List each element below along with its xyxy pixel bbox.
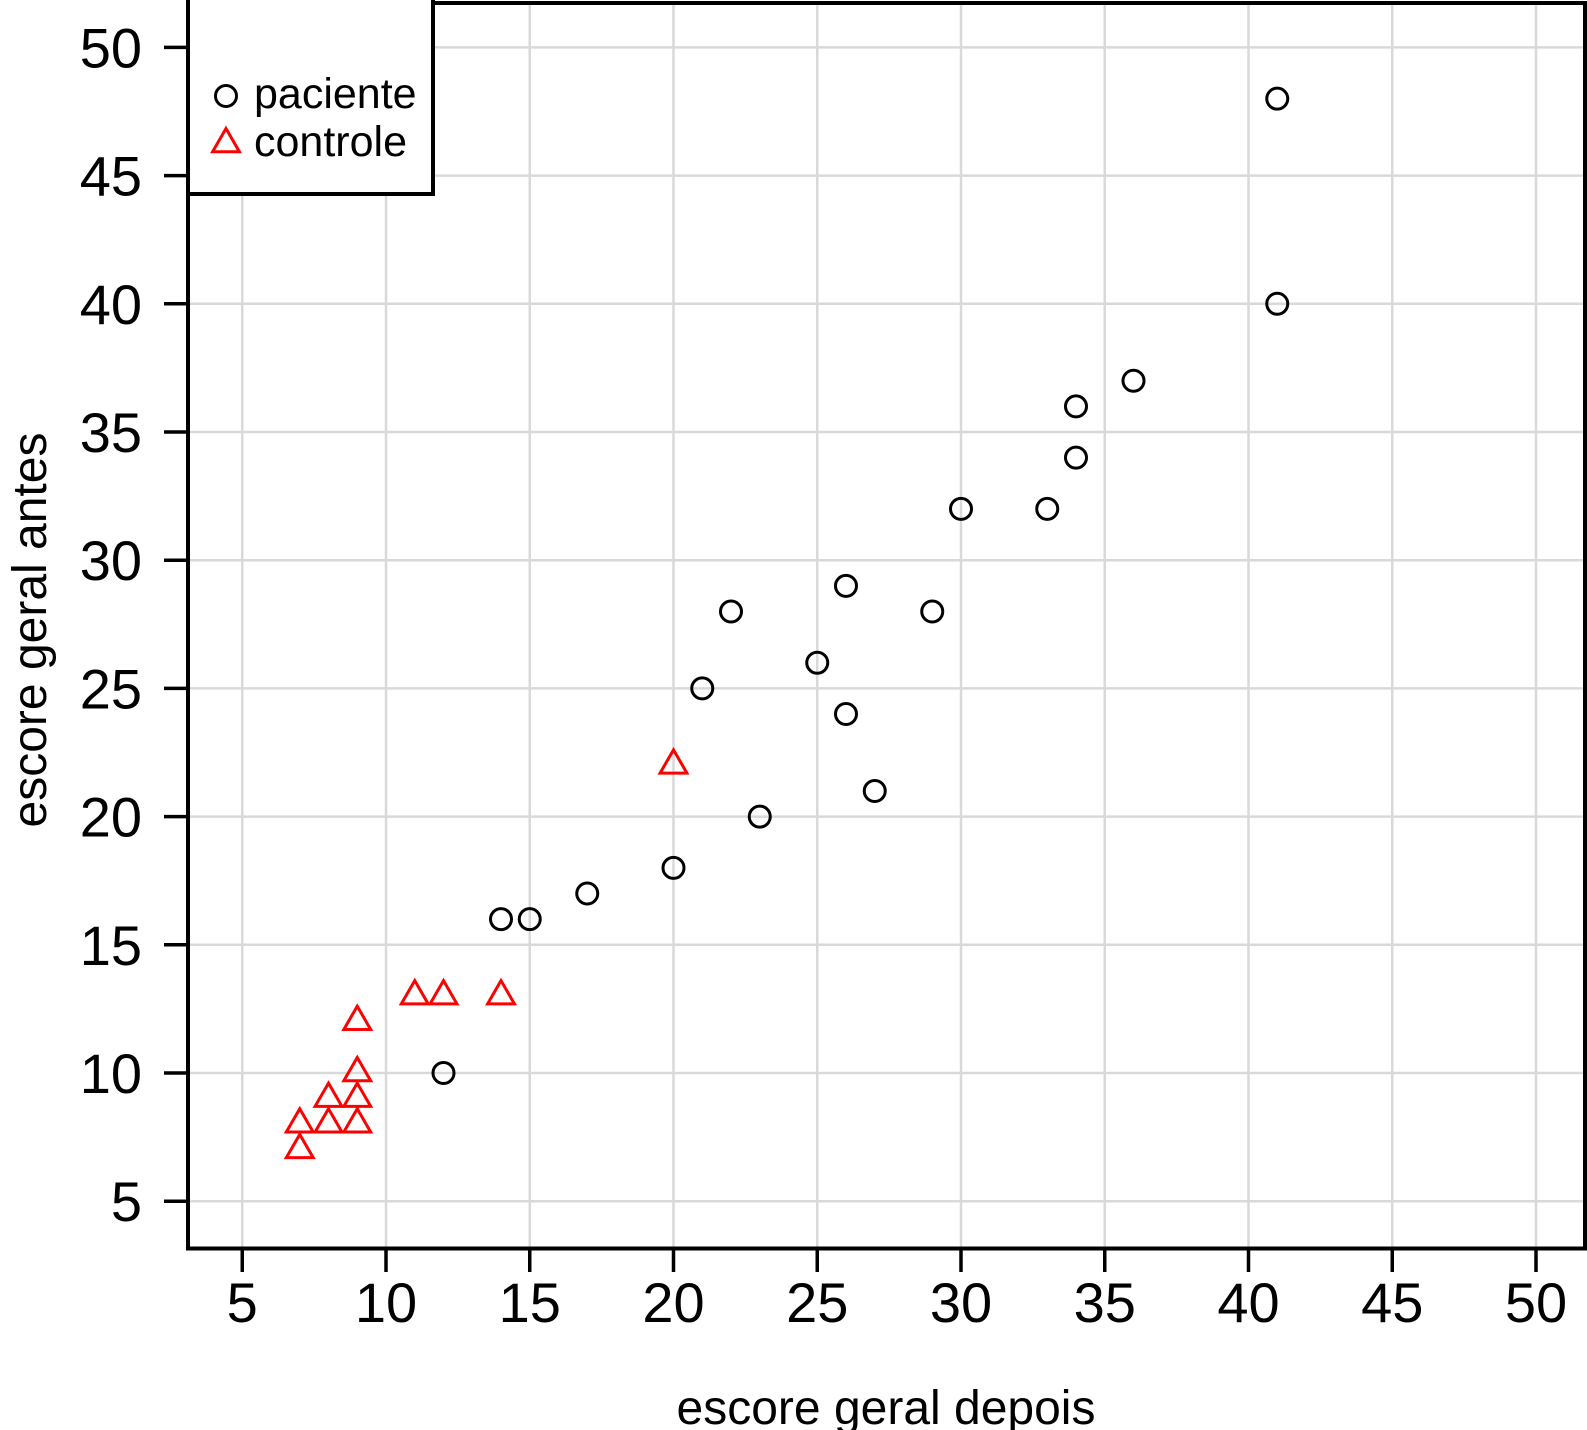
- data-point-paciente: [517, 907, 542, 932]
- data-point-paciente: [1121, 368, 1146, 393]
- data-point-paciente: [1265, 86, 1290, 111]
- data-point-controle: [312, 1080, 345, 1108]
- gridlines: [188, 3, 1585, 1249]
- x-tick-label: 10: [355, 1271, 417, 1334]
- y-tick-label: 40: [80, 273, 142, 336]
- x-tick-label: 30: [930, 1271, 992, 1334]
- data-point-paciente: [1064, 445, 1088, 470]
- axis-ticks: [164, 45, 1538, 1272]
- data-point-paciente: [719, 599, 743, 624]
- y-tick-label: 5: [111, 1170, 142, 1233]
- x-tick-label: 45: [1361, 1271, 1423, 1334]
- data-point-paciente: [431, 1061, 456, 1085]
- data-point-paciente: [920, 599, 945, 624]
- data-point-paciente: [1035, 496, 1060, 521]
- data-point-controle: [427, 977, 460, 1006]
- data-point-paciente: [949, 496, 973, 521]
- y-tick-label: 20: [80, 786, 142, 849]
- x-tick-label: 50: [1505, 1271, 1567, 1334]
- plot-frame: [186, 1, 1587, 1251]
- data-point-paciente: [862, 778, 887, 803]
- data-point-controle: [341, 1105, 374, 1134]
- x-tick-label: 5: [227, 1271, 258, 1334]
- data-point-paciente: [575, 881, 600, 906]
- legend-controle-marker-icon: [210, 125, 242, 154]
- x-tick-label: 15: [499, 1271, 561, 1334]
- legend-label-paciente: paciente: [254, 70, 417, 118]
- y-tick-label: 15: [80, 914, 142, 977]
- legend-label-controle: controle: [254, 118, 407, 166]
- legend-paciente-marker-icon: [214, 84, 238, 108]
- y-tick-label: 30: [80, 529, 142, 592]
- data-point-controle: [341, 1054, 374, 1083]
- y-tick-label: 50: [80, 16, 142, 79]
- data-point-controle: [283, 1105, 316, 1134]
- data-points: [283, 86, 1290, 1160]
- legend-box: [186, 0, 435, 196]
- x-axis-title: escore geral depois: [677, 1382, 1096, 1430]
- y-tick-label: 25: [80, 657, 142, 720]
- data-point-controle: [341, 1003, 374, 1031]
- data-point-paciente: [489, 907, 513, 932]
- data-point-controle: [398, 977, 431, 1006]
- data-point-controle: [283, 1131, 316, 1160]
- x-tick-label: 40: [1217, 1271, 1279, 1334]
- data-point-paciente: [661, 855, 686, 880]
- data-point-controle: [484, 977, 518, 1006]
- data-point-paciente: [1265, 291, 1290, 316]
- data-point-paciente: [834, 573, 858, 598]
- x-tick-label: 20: [642, 1271, 704, 1334]
- y-axis-title: escore geral antes: [4, 433, 57, 828]
- legend: paciente controle: [186, 0, 435, 196]
- axis-tick-labels: 5 10 15 20 25 30 35 40 45 50 5 10 15 20 25 30 35 40 45 50: [80, 16, 1567, 1334]
- y-tick-label: 45: [80, 145, 142, 208]
- x-tick-label: 35: [1074, 1271, 1136, 1334]
- data-point-controle: [341, 1080, 374, 1108]
- data-point-paciente: [747, 804, 772, 829]
- data-point-controle: [312, 1105, 345, 1134]
- data-point-paciente: [690, 676, 715, 701]
- y-tick-label: 35: [80, 401, 142, 464]
- data-point-controle: [657, 746, 690, 775]
- data-point-paciente: [1064, 394, 1088, 419]
- y-tick-label: 10: [80, 1042, 142, 1105]
- data-point-paciente: [834, 702, 858, 727]
- data-point-paciente: [805, 650, 830, 675]
- x-tick-label: 25: [786, 1271, 848, 1334]
